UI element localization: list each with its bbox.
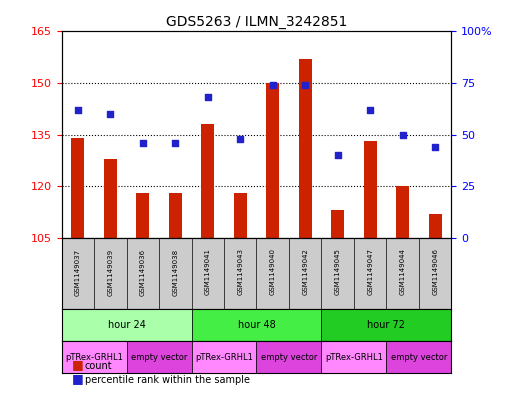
Bar bbox=[104, 159, 117, 238]
Text: pTRex-GRHL1: pTRex-GRHL1 bbox=[65, 353, 123, 362]
Text: GSM1149040: GSM1149040 bbox=[270, 248, 276, 296]
Point bbox=[431, 144, 439, 150]
Point bbox=[236, 136, 244, 142]
Point bbox=[74, 107, 82, 113]
Point bbox=[399, 131, 407, 138]
Bar bbox=[169, 193, 182, 238]
Text: GSM1149042: GSM1149042 bbox=[302, 248, 308, 295]
Point bbox=[366, 107, 374, 113]
Text: empty vector: empty vector bbox=[391, 353, 447, 362]
Text: hour 72: hour 72 bbox=[367, 320, 405, 330]
Text: GSM1149041: GSM1149041 bbox=[205, 248, 211, 296]
Bar bbox=[234, 193, 247, 238]
Bar bbox=[266, 83, 279, 238]
Point bbox=[301, 82, 309, 88]
FancyBboxPatch shape bbox=[386, 341, 451, 373]
FancyBboxPatch shape bbox=[191, 309, 322, 341]
Bar bbox=[364, 141, 377, 238]
Text: pTRex-GRHL1: pTRex-GRHL1 bbox=[325, 353, 383, 362]
Text: empty vector: empty vector bbox=[261, 353, 317, 362]
Point bbox=[269, 82, 277, 88]
FancyBboxPatch shape bbox=[322, 341, 386, 373]
Text: GSM1149039: GSM1149039 bbox=[107, 248, 113, 296]
Text: GSM1149038: GSM1149038 bbox=[172, 248, 179, 296]
Title: GDS5263 / ILMN_3242851: GDS5263 / ILMN_3242851 bbox=[166, 15, 347, 29]
Text: count: count bbox=[85, 362, 112, 371]
Text: GSM1149036: GSM1149036 bbox=[140, 248, 146, 296]
Text: percentile rank within the sample: percentile rank within the sample bbox=[85, 375, 250, 385]
Point bbox=[204, 94, 212, 101]
Point bbox=[139, 140, 147, 146]
Bar bbox=[396, 186, 409, 238]
Text: GSM1149044: GSM1149044 bbox=[400, 248, 406, 295]
Bar bbox=[71, 138, 84, 238]
Text: hour 24: hour 24 bbox=[108, 320, 146, 330]
FancyBboxPatch shape bbox=[191, 341, 256, 373]
Text: GSM1149045: GSM1149045 bbox=[334, 248, 341, 295]
Text: ■: ■ bbox=[72, 372, 84, 385]
Text: GSM1149037: GSM1149037 bbox=[75, 248, 81, 296]
Bar bbox=[136, 193, 149, 238]
FancyBboxPatch shape bbox=[127, 341, 191, 373]
Text: GSM1149043: GSM1149043 bbox=[237, 248, 243, 296]
Bar bbox=[331, 210, 344, 238]
Point bbox=[171, 140, 180, 146]
Text: ■: ■ bbox=[72, 358, 84, 371]
Text: GSM1149046: GSM1149046 bbox=[432, 248, 438, 296]
FancyBboxPatch shape bbox=[256, 341, 322, 373]
Text: hour 48: hour 48 bbox=[238, 320, 275, 330]
Point bbox=[333, 152, 342, 158]
Point bbox=[106, 111, 114, 117]
Bar bbox=[299, 59, 312, 238]
Text: GSM1149047: GSM1149047 bbox=[367, 248, 373, 296]
Text: pTRex-GRHL1: pTRex-GRHL1 bbox=[195, 353, 253, 362]
Bar bbox=[201, 124, 214, 238]
FancyBboxPatch shape bbox=[62, 309, 191, 341]
Text: empty vector: empty vector bbox=[131, 353, 187, 362]
Bar bbox=[429, 214, 442, 238]
FancyBboxPatch shape bbox=[322, 309, 451, 341]
FancyBboxPatch shape bbox=[62, 341, 127, 373]
